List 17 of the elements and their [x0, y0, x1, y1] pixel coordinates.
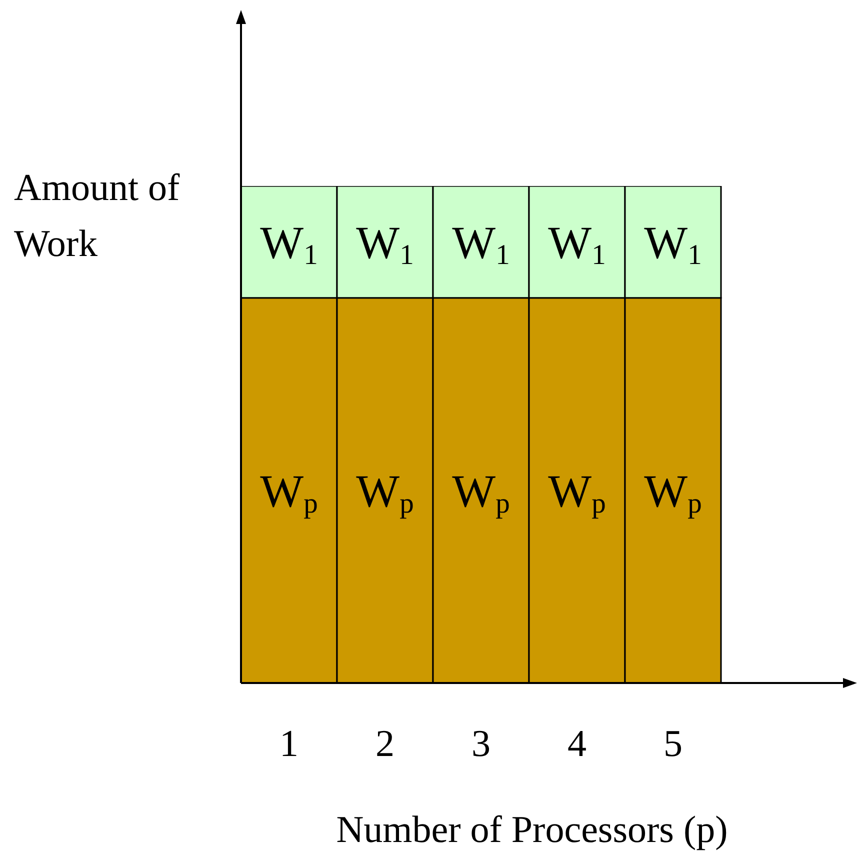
- series-label: W$_{1}$: [260, 216, 318, 270]
- text: W$_{p}$: [452, 464, 510, 519]
- text: W$_{1}$: [548, 216, 606, 270]
- text: W$_{1}$: [452, 216, 510, 270]
- series-label: W$_{p}$: [260, 464, 318, 519]
- text: W$_{p}$: [548, 464, 606, 519]
- text: W$_{p}$: [644, 464, 702, 519]
- x-tick-label: 1: [280, 722, 298, 765]
- text: W$_{1}$: [356, 216, 414, 270]
- text: W$_{p}$: [356, 464, 414, 519]
- x-tick-label: 3: [472, 722, 490, 765]
- x-tick-label: 2: [376, 722, 394, 765]
- text: W$_{1}$: [644, 216, 702, 270]
- x-tick-label: 4: [568, 722, 586, 765]
- x-tick-label: 5: [664, 722, 682, 765]
- x-axis-title: Number of Processors (p): [335, 808, 729, 852]
- y-axis-title: Amount of Work: [14, 166, 181, 267]
